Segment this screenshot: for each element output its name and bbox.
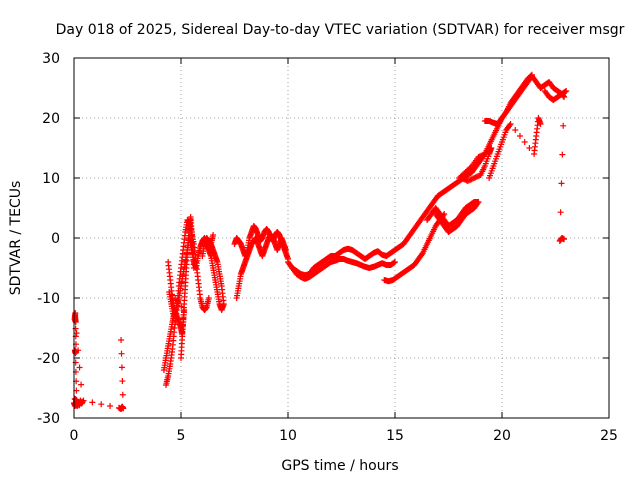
- data-point-fill: [80, 397, 87, 404]
- y-tick-label: -10: [37, 291, 60, 307]
- data-point: [561, 94, 568, 100]
- x-tick-label: 15: [386, 428, 404, 444]
- y-tick-label: 30: [42, 51, 60, 67]
- data-point: [561, 236, 568, 243]
- data-point-fill: [98, 401, 105, 408]
- x-tick-label: 10: [279, 428, 297, 444]
- series-forenoon-lower-track: [233, 232, 289, 301]
- data-point: [79, 398, 86, 405]
- data-point-fill: [560, 122, 567, 129]
- y-axis-label: SDTVAR / TECUs: [8, 181, 24, 296]
- data-point-fill: [119, 391, 126, 398]
- data-point: [120, 405, 127, 412]
- data-point: [282, 247, 289, 253]
- x-tick-label: 5: [177, 428, 186, 444]
- data-point: [170, 313, 177, 319]
- y-tick-label: 10: [42, 171, 60, 187]
- data-point: [72, 310, 79, 316]
- data-point: [190, 265, 197, 271]
- data-point: [537, 121, 544, 127]
- x-tick-label: 25: [600, 428, 618, 444]
- series-cascade-5-6-h: [178, 214, 197, 361]
- chart-title: Day 018 of 2025, Sidereal Day-to-day VTE…: [56, 22, 625, 38]
- series-midday-trough: [285, 245, 398, 279]
- data-point-fill: [528, 72, 535, 79]
- data-point-fill: [506, 122, 513, 129]
- data-point-fill: [512, 127, 519, 133]
- data-marks: [71, 71, 570, 412]
- y-tick-label: -30: [37, 411, 60, 427]
- x-tick-label: 20: [493, 428, 511, 444]
- series-afternoon-rise: [392, 157, 484, 253]
- data-point: [458, 175, 465, 181]
- data-point: [72, 350, 79, 357]
- data-point-fill: [559, 151, 566, 158]
- data-point: [205, 295, 212, 301]
- x-tick-label: 0: [70, 428, 79, 444]
- data-point-fill: [76, 364, 83, 371]
- series-evening-upper: [481, 71, 535, 127]
- x-axis-ticks: 0 5 10 15 20 25: [70, 58, 618, 444]
- data-point-fill: [521, 139, 528, 145]
- data-point: [199, 241, 206, 247]
- data-point: [210, 232, 217, 238]
- data-point-fill: [107, 403, 114, 409]
- data-point: [563, 88, 570, 94]
- data-point-fill: [558, 180, 565, 187]
- data-point-fill: [118, 364, 125, 371]
- data-point-fill: [89, 399, 96, 406]
- y-tick-label: 20: [42, 111, 60, 127]
- series-afternoon-loop: [424, 199, 482, 235]
- data-point-fill: [119, 378, 126, 385]
- data-point-fill: [526, 145, 533, 151]
- x-axis-label: GPS time / hours: [281, 458, 398, 474]
- series-evening-dip: [486, 115, 544, 181]
- data-point: [507, 121, 514, 127]
- data-point-fill: [118, 350, 125, 357]
- data-point: [118, 337, 125, 343]
- data-point-fill: [78, 381, 85, 388]
- data-point-fill: [516, 133, 523, 139]
- data-point: [392, 259, 398, 265]
- data-point: [432, 211, 439, 217]
- y-tick-label: 0: [51, 231, 60, 247]
- y-axis-ticks: 30 20 10 0 -10 -20 -30: [37, 51, 609, 427]
- series-midday-trough-lower: [289, 256, 398, 282]
- data-point: [71, 395, 78, 402]
- data-point: [528, 71, 535, 78]
- series-morning-track-A: [163, 217, 212, 388]
- data-point-fill: [72, 317, 79, 324]
- series-afternoon-lower-branch: [381, 211, 448, 285]
- data-point-fill: [175, 299, 182, 306]
- series-late-morning-loop: [199, 235, 227, 313]
- y-tick-label: -20: [37, 351, 60, 367]
- series-pre-dawn-scatter: [71, 310, 127, 412]
- data-point-fill: [557, 209, 564, 216]
- series-morning-spikes: [165, 259, 188, 337]
- series-late-evening: [541, 88, 568, 244]
- data-point-fill: [73, 330, 80, 337]
- data-point-fill: [433, 212, 440, 219]
